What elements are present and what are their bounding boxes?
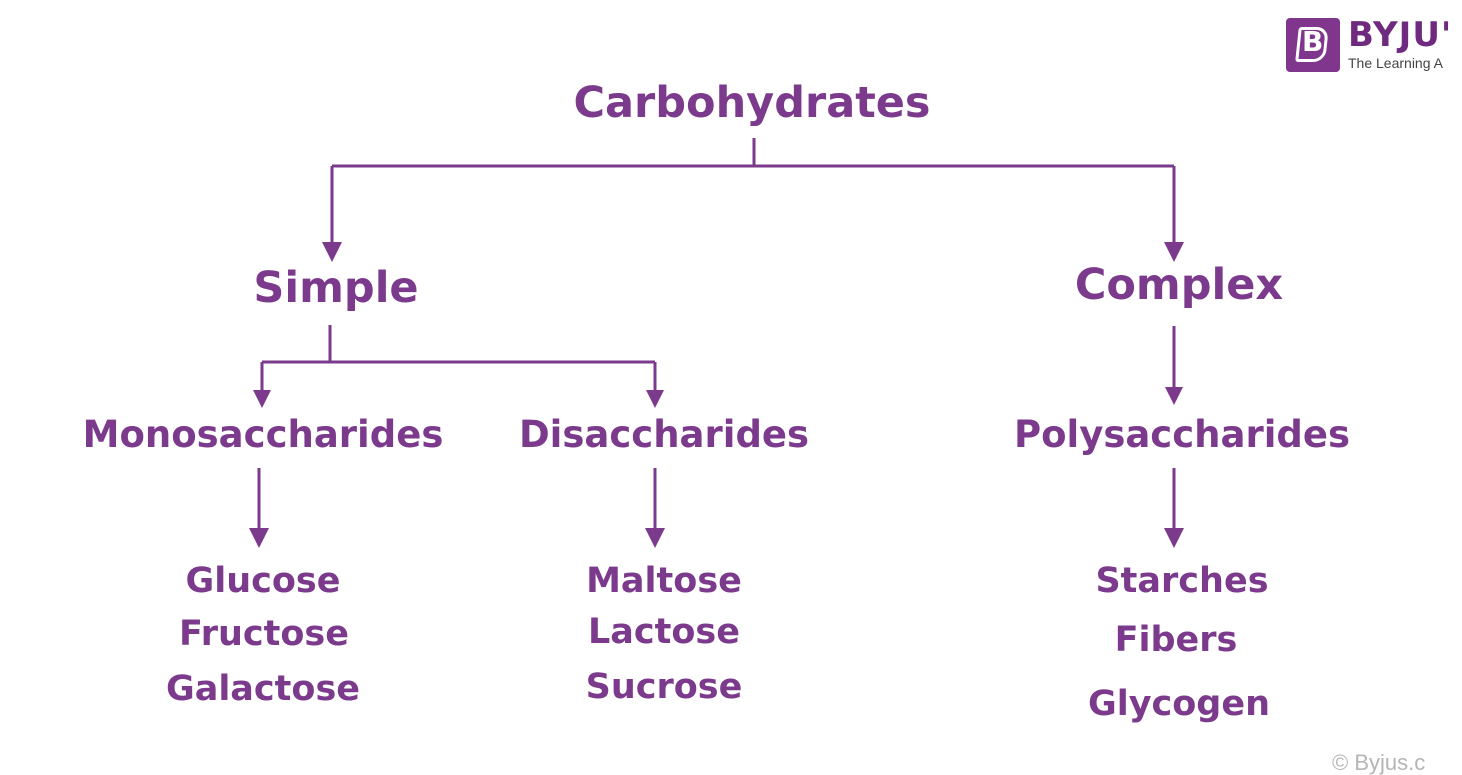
example-starches: Starches <box>1095 561 1269 601</box>
logo-mark-letter: B <box>1302 25 1324 58</box>
example-fructose: Fructose <box>179 614 349 654</box>
example-glucose: Glucose <box>185 561 341 601</box>
node-monosaccharides: Monosaccharides <box>82 413 444 456</box>
example-lactose: Lactose <box>587 612 741 652</box>
arrowhead-poly <box>1165 387 1183 405</box>
arrowhead-simple <box>322 242 342 262</box>
example-fibers: Fibers <box>1114 620 1238 660</box>
brand-name: BYJU' <box>1348 15 1453 55</box>
node-simple: Simple <box>253 263 419 313</box>
byjus-logo[interactable]: B BYJU' The Learning A <box>1286 18 1452 72</box>
arrowhead-mono-examples <box>249 528 269 548</box>
node-polysaccharides: Polysaccharides <box>1013 413 1351 456</box>
brand-tagline: The Learning A <box>1348 55 1443 71</box>
arrowhead-complex <box>1164 242 1184 262</box>
example-galactose: Galactose <box>165 669 361 709</box>
arrowhead-poly-examples <box>1164 528 1184 548</box>
arrowhead-di <box>646 390 664 408</box>
example-glycogen: Glycogen <box>1087 684 1271 724</box>
arrowhead-mono <box>253 390 271 408</box>
arrowhead-di-examples <box>645 528 665 548</box>
example-sucrose: Sucrose <box>585 667 743 707</box>
node-disaccharides: Disaccharides <box>518 413 810 456</box>
copyright-text: © Byjus.c <box>1332 750 1426 775</box>
example-maltose: Maltose <box>586 561 742 601</box>
byjus-logo-icon: B <box>1286 18 1340 72</box>
logo-wordmark: BYJU' The Learning A <box>1348 18 1452 70</box>
node-complex: Complex <box>1074 260 1284 310</box>
node-carbohydrates: Carbohydrates <box>573 78 931 128</box>
